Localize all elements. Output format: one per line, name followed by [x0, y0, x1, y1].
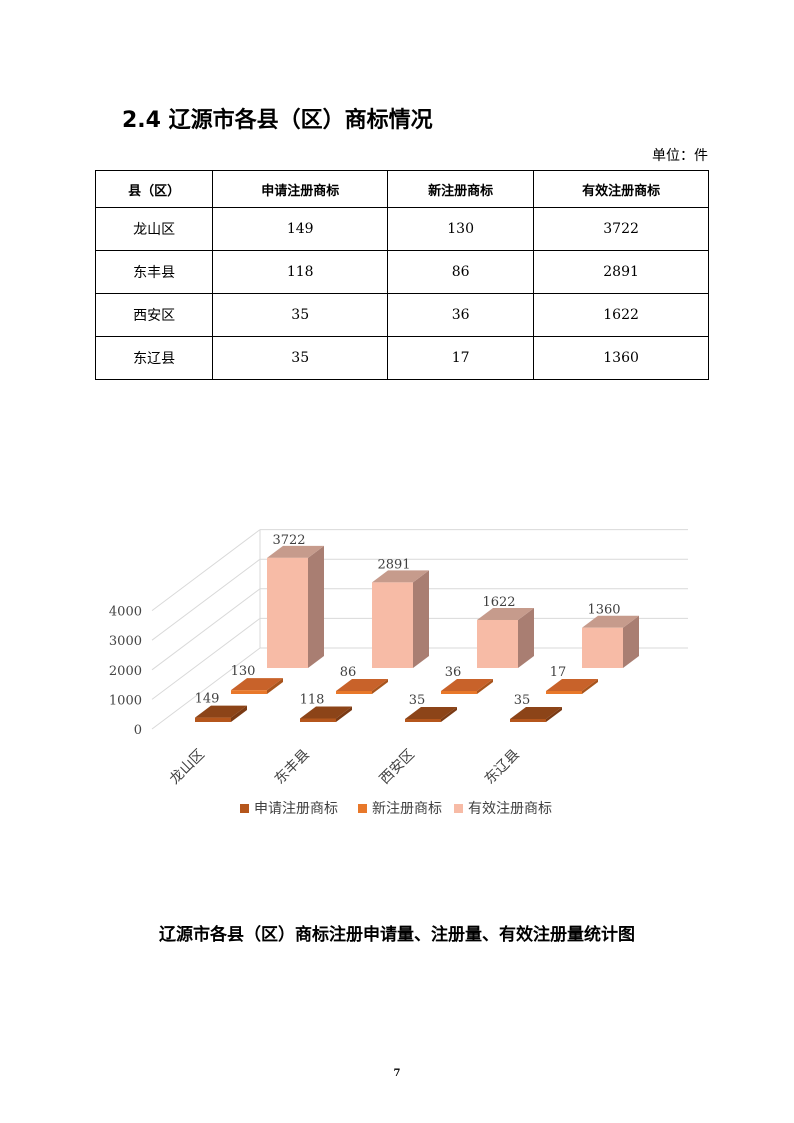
bar: [300, 719, 336, 722]
bar: [546, 691, 582, 694]
data-label: 3722: [272, 533, 305, 548]
document-page: 2.4 辽源市各县（区）商标情况 单位：件 县（区） 申请注册商标 新注册商标 …: [0, 0, 794, 1123]
bar-side: [308, 546, 324, 668]
side-gridline: [152, 589, 260, 670]
data-label: 118: [300, 693, 325, 708]
legend-label: 新注册商标: [372, 801, 442, 817]
x-tick-label: 龙山区: [167, 747, 208, 788]
legend-swatch: [358, 804, 367, 813]
bar: [372, 582, 413, 668]
y-tick-label: 4000: [109, 605, 142, 620]
bar: [441, 691, 477, 694]
x-tick-label: 东丰县: [272, 747, 313, 788]
data-label: 149: [195, 692, 220, 707]
data-label: 1360: [587, 603, 620, 618]
bar: [510, 719, 546, 722]
bar: [195, 718, 231, 722]
bar: [477, 620, 518, 668]
legend-swatch: [240, 804, 249, 813]
chart-caption: 辽源市各县（区）商标注册申请量、注册量、有效注册量统计图: [0, 920, 794, 945]
y-tick-label: 2000: [109, 664, 142, 679]
bar: [405, 719, 441, 722]
legend-label: 申请注册商标: [254, 801, 338, 817]
legend-swatch: [454, 804, 463, 813]
y-tick-label: 3000: [109, 634, 142, 649]
data-label: 130: [231, 664, 256, 679]
side-gridline: [152, 530, 260, 611]
x-tick-label: 东辽县: [482, 747, 523, 788]
x-tick-label: 西安区: [377, 747, 418, 788]
y-tick-label: 1000: [109, 693, 142, 708]
data-label: 35: [409, 693, 426, 708]
bar: [582, 628, 623, 668]
data-label: 86: [340, 665, 357, 680]
y-tick-label: 0: [134, 723, 142, 738]
legend-label: 有效注册商标: [468, 801, 552, 817]
bar: [267, 558, 308, 668]
data-label: 2891: [377, 557, 410, 572]
page-number: 7: [0, 1068, 794, 1079]
side-gridline: [152, 559, 260, 640]
data-label: 36: [445, 665, 462, 680]
bar-side: [413, 570, 429, 668]
data-label: 17: [550, 665, 567, 680]
bar: [336, 691, 372, 694]
data-label: 35: [514, 693, 531, 708]
data-label: 1622: [482, 595, 515, 610]
bar: [231, 690, 267, 694]
trademark-chart: 0 1000 2000 3000 4000 3722 2891 1622 1360 130 86 36…: [0, 0, 794, 900]
